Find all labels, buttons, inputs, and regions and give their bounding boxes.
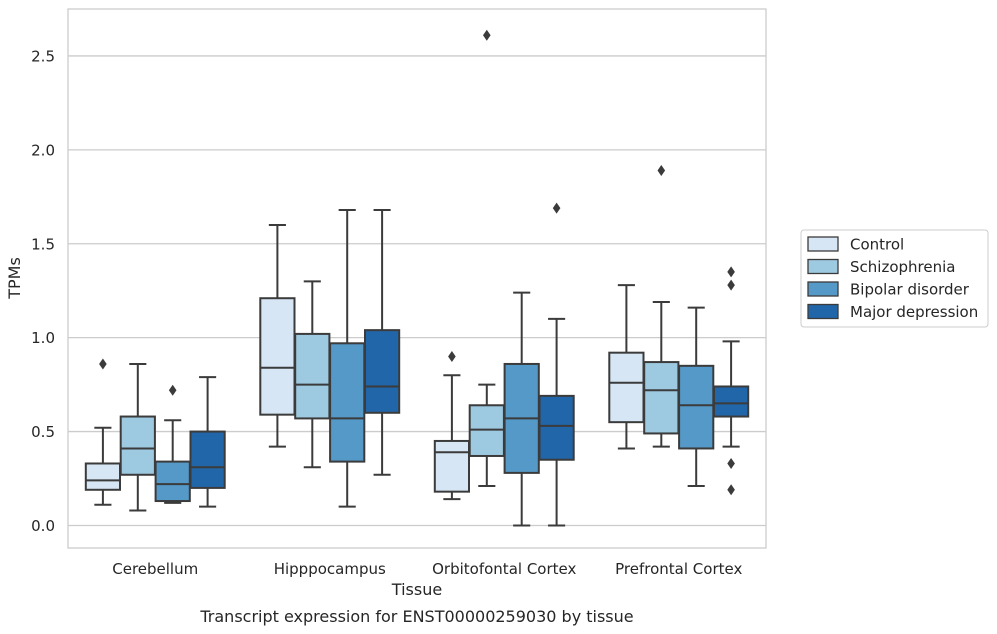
box-schizophrenia (643, 165, 680, 448)
plot-frame (67, 8, 767, 549)
y-tick-labels: 0.0 0.5 1.0 1.5 2.0 2.5 (31, 47, 55, 535)
outlier-point (483, 29, 491, 41)
legend-label: Bipolar disorder (850, 281, 970, 299)
box-groups (84, 29, 750, 527)
gridlines (68, 55, 766, 527)
x-tick-labels: Cerebellum Hipppocampus Orbitofontal Corte… (112, 560, 742, 578)
box-iqr (608, 351, 645, 424)
legend-label: Control (850, 236, 904, 254)
y-tick-label: 0.5 (31, 423, 55, 441)
x-tick-label: Cerebellum (112, 560, 198, 578)
x-tick-label: Prefrontal Cortex (615, 560, 742, 578)
box-iqr (363, 329, 401, 414)
box-control (433, 350, 471, 501)
y-tick-label: 0.0 (31, 517, 55, 535)
x-axis-label: Tissue (391, 580, 442, 599)
y-tick-label: 2.5 (31, 47, 55, 65)
box-iqr (678, 364, 715, 450)
legend-label: Major depression (850, 303, 978, 321)
box-major-depression (538, 202, 575, 527)
box-control (259, 223, 296, 448)
y-tick-label: 1.0 (31, 329, 55, 347)
box-iqr (84, 462, 122, 491)
box-iqr (119, 415, 156, 476)
box-bipolar-disorder (503, 291, 540, 527)
legend: Control Schizophrenia Bipolar disorder Majo… (800, 229, 989, 328)
outlier-point (727, 484, 735, 496)
box-iqr (259, 297, 296, 416)
y-tick-label: 1.5 (31, 235, 55, 253)
box-iqr (712, 385, 750, 418)
x-tick-label: Hipppocampus (274, 560, 386, 578)
box-major-depression (363, 208, 401, 476)
box-iqr (538, 394, 575, 461)
chart-caption: Transcript expression for ENST0000025903… (199, 607, 633, 626)
box-iqr (189, 430, 226, 489)
outlier-point (657, 165, 666, 177)
box-iqr (643, 361, 680, 435)
box-schizophrenia (468, 29, 505, 488)
y-tick-label: 2.0 (31, 141, 55, 159)
outlier-point (727, 266, 735, 278)
legend-swatch (807, 258, 839, 275)
box-control (608, 284, 645, 450)
legend-label: Schizophrenia (850, 258, 955, 276)
y-axis-label: TPMs (5, 257, 24, 300)
box-iqr (433, 439, 471, 493)
box-bipolar-disorder (329, 208, 366, 508)
outlier-point (168, 384, 177, 396)
box-iqr (154, 460, 191, 503)
box-schizophrenia (294, 280, 331, 469)
box-iqr (294, 332, 331, 420)
box-control (84, 358, 122, 506)
box-bipolar-disorder (678, 306, 715, 488)
box-major-depression (189, 376, 226, 508)
box-bipolar-disorder (154, 384, 191, 504)
box-iqr (329, 342, 366, 463)
x-tick-label: Orbitofontal Cortex (432, 560, 576, 578)
legend-frame (800, 229, 989, 328)
box-major-depression (712, 266, 750, 496)
legend-swatch (807, 236, 839, 252)
outlier-point (727, 279, 735, 291)
outlier-point (448, 350, 456, 362)
outlier-point (552, 202, 561, 214)
outlier-point (727, 457, 735, 469)
legend-swatch (807, 281, 839, 297)
outlier-point (99, 358, 107, 370)
legend-swatch (807, 303, 839, 320)
box-schizophrenia (119, 362, 156, 512)
